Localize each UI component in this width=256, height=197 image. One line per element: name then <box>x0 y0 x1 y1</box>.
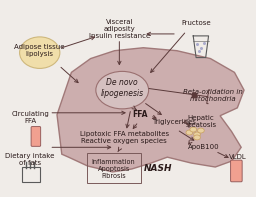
Text: De novo
lipogenesis: De novo lipogenesis <box>101 78 144 98</box>
Text: Adipose tissue
lipolysis: Adipose tissue lipolysis <box>15 44 65 57</box>
Ellipse shape <box>194 132 200 137</box>
Text: FFA: FFA <box>133 110 148 119</box>
Text: Triglycerides: Triglycerides <box>152 119 196 125</box>
FancyBboxPatch shape <box>231 160 242 182</box>
Text: Lipotoxic FFA metabolites
Reactive oxygen species: Lipotoxic FFA metabolites Reactive oxyge… <box>80 131 169 144</box>
Text: ApoB100: ApoB100 <box>188 144 220 150</box>
FancyBboxPatch shape <box>31 127 41 146</box>
Text: VLDL: VLDL <box>228 154 246 160</box>
Ellipse shape <box>194 135 200 140</box>
Text: Circulating
FFA: Circulating FFA <box>11 111 49 124</box>
Text: Dietary intake
of fats: Dietary intake of fats <box>5 153 55 166</box>
Polygon shape <box>57 48 244 172</box>
Ellipse shape <box>190 127 197 132</box>
Ellipse shape <box>186 130 193 135</box>
Ellipse shape <box>19 37 60 68</box>
Text: Beta-oxidation in
mitochondria: Beta-oxidation in mitochondria <box>183 88 243 101</box>
Text: Fructose: Fructose <box>181 20 211 26</box>
Text: Inflammation
Apoptosis
Fibrosis: Inflammation Apoptosis Fibrosis <box>92 159 135 179</box>
Text: Hepatic
steatosis: Hepatic steatosis <box>185 115 217 128</box>
Ellipse shape <box>198 128 204 133</box>
Text: NASH: NASH <box>143 164 172 174</box>
Ellipse shape <box>96 71 148 109</box>
Text: Visceral
adiposity
Insulin resistance: Visceral adiposity Insulin resistance <box>89 19 150 39</box>
